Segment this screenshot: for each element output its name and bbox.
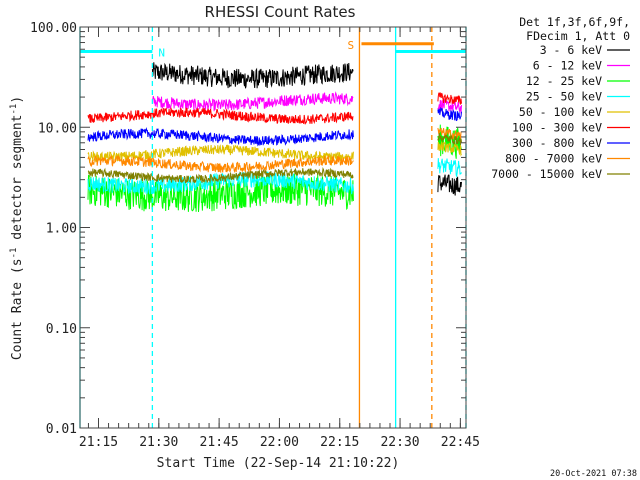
legend-label-1: 3 - 6 keV [540,43,602,57]
series-800-7000-kev-trace [87,154,354,174]
y-axis-label: Count Rate (s-1 detector segment-1) [9,96,25,360]
x-tick-label-1: 21:30 [139,435,178,450]
chart-title: RHESSI Count Rates [205,3,356,21]
y-tick-label-1: 0.10 [46,322,77,337]
series-7000-15000-kev-trace-late [437,133,462,145]
legend-header-1: Det 1f,3f,6f,9f, [519,15,630,29]
y-axis-label-close: ) [10,96,25,104]
legend-label-9: 7000 - 15000 keV [491,167,602,181]
x-tick-label-6: 22:45 [441,435,480,450]
series-3-6-kev-trace-late [437,174,462,196]
series-7000-15000-kev-trace [87,167,354,184]
data-layer [87,62,462,213]
y-axis-label-sup: -1 [9,248,19,259]
plot-frame [79,26,467,429]
axis-layer: 0.01 0.10 1.00 10.00 100.00 21:15 21:30 21:45 22… [30,21,480,450]
timestamp-footer: 20-Oct-2021 07:38 [550,469,637,479]
y-tick-label-2: 1.00 [46,222,77,237]
legend-header-2: FDecim 1, Att 0 [526,29,630,43]
legend-label-3: 12 - 25 keV [526,74,602,88]
x-tick-label-0: 21:15 [79,435,118,450]
legend-label-5: 50 - 100 keV [519,105,602,119]
legend-label-6: 100 - 300 keV [512,121,602,135]
series-50-100-kev-trace-late [437,140,462,157]
legend-label-2: 6 - 12 keV [533,59,602,73]
series-100-300-kev-trace-late [437,92,462,105]
series-100-300-kev-trace [87,107,354,125]
y-tick-label-3: 10.00 [38,121,77,136]
y-tick-label-4: 100.00 [30,21,77,36]
series-3-6-kev-trace [151,62,354,89]
flag-label-s: S [347,39,354,52]
x-tick-label-5: 22:30 [380,435,419,450]
y-axis-label-main: Count Rate (s [10,258,25,360]
legend-label-4: 25 - 50 keV [526,90,602,104]
series-6-12-kev-trace [152,91,354,112]
series-50-100-kev-trace [87,144,354,164]
marker-layer: NS [79,27,467,428]
series-800-7000-kev-trace-late [437,127,462,140]
y-axis-label-rest: detector segment [10,115,25,248]
legend: Det 1f,3f,6f,9f,FDecim 1, Att 03 - 6 keV… [491,15,630,181]
flag-label-n: N [158,46,165,59]
series-300-800-kev-trace [87,126,354,147]
y-tick-label-0: 0.01 [46,422,77,437]
series-300-800-kev-trace-late [437,106,462,122]
x-tick-label-4: 22:15 [320,435,359,450]
y-axis-label-sup2: -1 [9,104,19,115]
legend-label-8: 800 - 7000 keV [505,152,602,166]
x-axis-label: Start Time (22-Sep-14 21:10:22) [157,456,400,471]
x-tick-label-3: 22:00 [260,435,299,450]
legend-label-7: 300 - 800 keV [512,136,602,150]
series-25-50-kev-trace-late [437,158,462,178]
x-tick-label-2: 21:45 [200,435,239,450]
